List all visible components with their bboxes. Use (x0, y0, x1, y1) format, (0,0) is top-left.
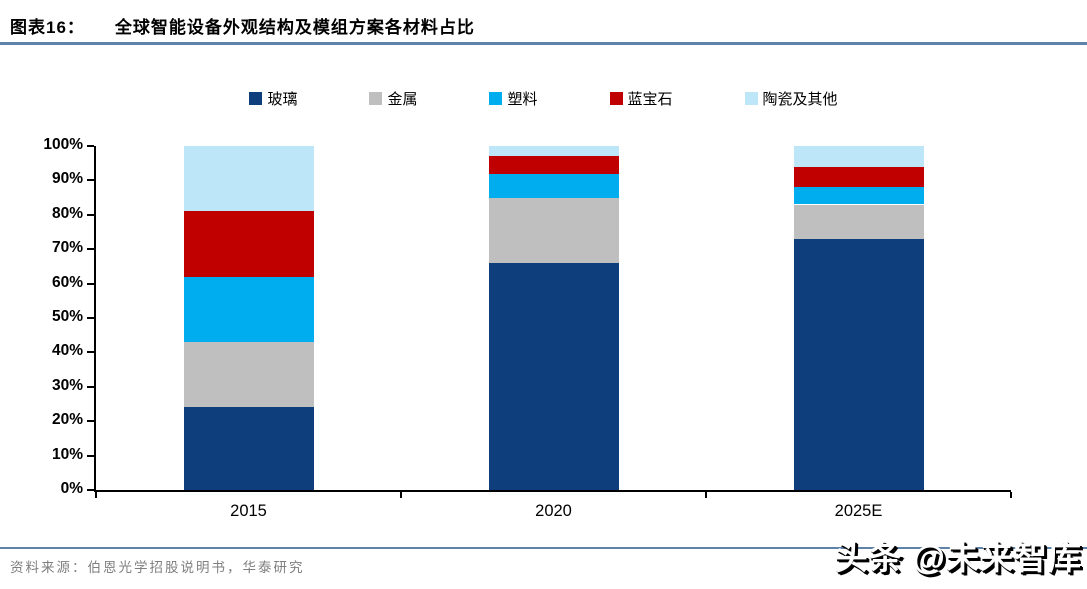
bar-segment-2015-陶瓷及其他 (183, 146, 314, 212)
bar-segment-2020-陶瓷及其他 (488, 146, 619, 157)
figure-header: 图表16： 全球智能设备外观结构及模组方案各材料占比 (10, 13, 475, 38)
y-tick (87, 213, 94, 216)
legend-label: 陶瓷及其他 (762, 90, 838, 108)
bar-segment-2015-金属 (183, 342, 314, 408)
y-tick (87, 385, 94, 388)
bar-segment-2025E-蓝宝石 (793, 166, 924, 188)
y-tick-label: 100% (43, 136, 83, 153)
source-text: 资料来源：伯恩光学招股说明书，华泰研究 (10, 560, 305, 576)
bar-segment-2015-玻璃 (183, 407, 314, 490)
y-tick (87, 179, 94, 182)
bar-segment-2025E-金属 (793, 204, 924, 239)
x-tick (1010, 492, 1012, 498)
footer-rule (0, 547, 1087, 549)
y-tick (87, 454, 94, 457)
legend-item-3: 蓝宝石 (609, 88, 673, 109)
title-underline (0, 42, 1087, 45)
bar-segment-2020-金属 (488, 197, 619, 263)
y-axis-line (94, 146, 96, 492)
y-tick-label: 60% (51, 273, 83, 291)
y-tick-label: 30% (51, 376, 83, 394)
x-tick (705, 492, 707, 498)
figure-number: 图表16： (10, 18, 85, 37)
legend-item-4: 陶瓷及其他 (744, 88, 838, 109)
y-tick (87, 420, 94, 423)
bar-segment-2020-玻璃 (488, 262, 619, 490)
legend-swatch-icon (744, 92, 758, 105)
legend-label: 塑料 (507, 90, 538, 108)
legend-label: 玻璃 (267, 90, 298, 108)
legend-swatch-icon (369, 92, 383, 105)
y-tick-label: 20% (51, 411, 83, 429)
legend-swatch-icon (609, 92, 623, 105)
bar-segment-2025E-塑料 (793, 187, 924, 205)
legend-label: 蓝宝石 (627, 90, 673, 108)
chart-plot-area (96, 146, 1011, 490)
chart-legend: 玻璃 金属 塑料 蓝宝石 陶瓷及其他 (0, 88, 1087, 109)
y-tick-label: 80% (51, 204, 83, 222)
bar-segment-2015-蓝宝石 (183, 211, 314, 277)
bar-segment-2025E-玻璃 (793, 238, 924, 490)
x-tick (400, 492, 402, 498)
y-tick-label: 70% (51, 239, 83, 257)
x-tick-label: 2020 (535, 502, 572, 520)
y-tick (87, 351, 94, 354)
x-tick-label: 2025E (834, 502, 883, 520)
y-tick-label: 50% (51, 308, 83, 325)
y-tick (87, 248, 94, 251)
legend-item-0: 玻璃 (249, 88, 297, 109)
legend-swatch-icon (489, 92, 503, 105)
y-tick-label: 10% (51, 445, 83, 463)
x-axis-line (94, 490, 1011, 492)
bar-segment-2015-塑料 (183, 276, 314, 343)
legend-item-2: 塑料 (489, 88, 538, 109)
y-tick-label: 40% (51, 342, 83, 360)
legend-label: 金属 (387, 90, 418, 108)
y-tick-label: 0% (60, 480, 83, 497)
legend-item-1: 金属 (369, 88, 417, 109)
y-tick (87, 282, 94, 285)
bar-segment-2025E-陶瓷及其他 (793, 146, 924, 167)
y-tick (87, 489, 94, 491)
bar-segment-2020-塑料 (488, 173, 619, 198)
y-tick (87, 145, 94, 147)
bar-segment-2020-蓝宝石 (488, 156, 619, 174)
y-tick (87, 317, 94, 319)
x-tick (95, 492, 97, 498)
y-tick-label: 90% (51, 170, 83, 188)
x-tick-label: 2015 (230, 502, 267, 520)
legend-swatch-icon (249, 92, 263, 105)
watermark: 头条 @未来智库 (834, 539, 1082, 576)
figure-title: 全球智能设备外观结构及模组方案各材料占比 (114, 18, 475, 37)
